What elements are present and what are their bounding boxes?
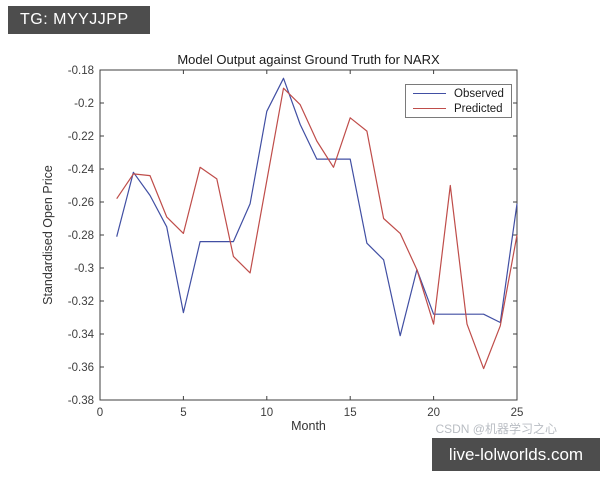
x-tick-label: 25 [511, 407, 524, 419]
y-tick-label: -0.3 [74, 263, 94, 275]
x-tick-label: 15 [344, 407, 357, 419]
y-axis-label: Standardised Open Price [41, 165, 55, 305]
observed-line-sample [413, 93, 446, 94]
legend-item-predicted: Predicted [406, 101, 511, 116]
site-tag-text: TG: MYYJJPP [20, 11, 129, 28]
legend: Observed Predicted [405, 84, 512, 118]
csdn-watermark: CSDN @机器学习之心 [435, 422, 557, 436]
y-tick-label: -0.2 [74, 98, 94, 110]
y-tick-label: -0.32 [68, 296, 94, 308]
series-line-predicted [116, 87, 518, 370]
x-tick-label: 0 [97, 407, 103, 419]
y-tick-label: -0.38 [68, 395, 94, 407]
site-url-badge: live-lolworlds.com [432, 438, 600, 471]
legend-label-predicted: Predicted [454, 102, 503, 115]
y-tick-label: -0.18 [68, 65, 94, 77]
x-axis-label: Month [291, 419, 326, 433]
chart-title: Model Output against Ground Truth for NA… [177, 52, 440, 67]
site-tag-badge: TG: MYYJJPP [8, 6, 150, 34]
y-tick-label: -0.34 [68, 329, 95, 341]
y-tick-label: -0.24 [68, 164, 95, 176]
y-tick-label: -0.36 [68, 362, 94, 374]
series-line-observed [116, 77, 518, 337]
legend-label-observed: Observed [454, 87, 504, 100]
legend-item-observed: Observed [406, 86, 511, 101]
y-tick-label: -0.22 [68, 131, 94, 143]
y-tick-label: -0.28 [68, 230, 94, 242]
site-url-text: live-lolworlds.com [448, 444, 584, 464]
y-tick-label: -0.26 [68, 197, 94, 209]
x-tick-label: 20 [427, 407, 440, 419]
axes-box [99, 69, 518, 401]
x-tick-label: 5 [180, 407, 186, 419]
predicted-line-sample [413, 108, 446, 109]
x-tick-label: 10 [260, 407, 273, 419]
